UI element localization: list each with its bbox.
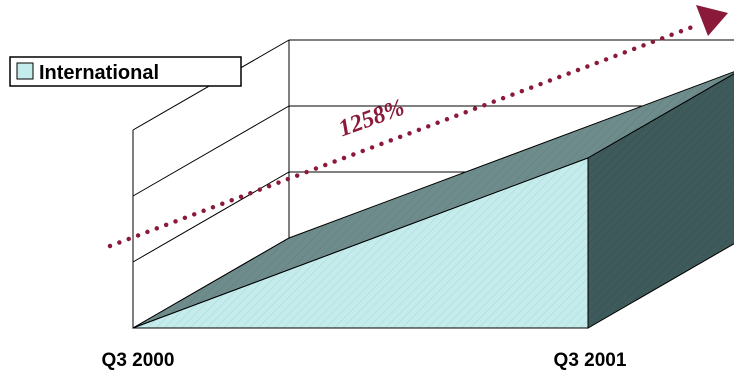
trend-arrow-line [107, 23, 698, 249]
legend-label: International [39, 62, 159, 84]
tick-label-q3-2000: Q3 2000 [102, 350, 175, 371]
legend-swatch [16, 62, 34, 80]
area-front-face-texture [133, 158, 588, 328]
growth-annotation: 1258% [335, 95, 408, 143]
gridline [132, 105, 734, 197]
category-labels: Q3 2000 Q3 2001 [102, 350, 627, 371]
series-group [132, 71, 734, 329]
area-side-face-texture [588, 73, 734, 328]
legend-box [9, 56, 242, 87]
area-top-face-texture [133, 71, 734, 328]
tick-label-q3-2001: Q3 2001 [554, 350, 627, 371]
trend-arrowhead-icon [696, 5, 728, 36]
legend: International [9, 56, 242, 87]
